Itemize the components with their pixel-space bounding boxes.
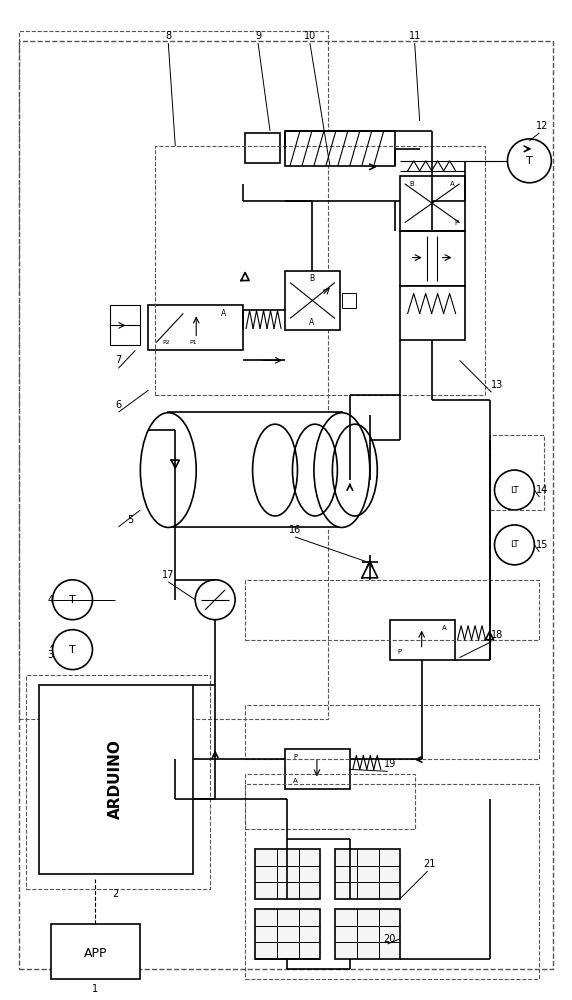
Text: 13: 13 bbox=[491, 380, 503, 390]
Text: 9: 9 bbox=[255, 31, 261, 41]
Bar bbox=[335, 849, 400, 899]
Text: A: A bbox=[293, 778, 297, 784]
Bar bbox=[245, 133, 280, 163]
Text: P: P bbox=[455, 220, 459, 226]
Bar bbox=[168, 412, 342, 527]
Bar bbox=[400, 176, 464, 231]
Text: P: P bbox=[398, 649, 402, 655]
Bar bbox=[255, 849, 320, 899]
Bar bbox=[285, 271, 340, 330]
Text: B: B bbox=[309, 274, 315, 283]
Bar bbox=[110, 305, 140, 345]
Text: 17: 17 bbox=[162, 570, 174, 580]
Bar bbox=[148, 305, 243, 350]
Circle shape bbox=[494, 525, 534, 565]
Bar bbox=[285, 131, 395, 166]
Text: 3: 3 bbox=[47, 650, 54, 660]
Ellipse shape bbox=[314, 413, 370, 527]
Text: A: A bbox=[450, 181, 455, 187]
Text: 4: 4 bbox=[47, 595, 54, 605]
Bar bbox=[255, 909, 320, 959]
Text: 12: 12 bbox=[536, 121, 549, 131]
Bar bbox=[19, 31, 328, 719]
Text: 10: 10 bbox=[304, 31, 316, 41]
Text: 16: 16 bbox=[289, 525, 301, 535]
Bar bbox=[245, 705, 539, 759]
Text: 5: 5 bbox=[127, 515, 133, 525]
Text: T: T bbox=[69, 645, 76, 655]
Bar bbox=[245, 774, 415, 829]
Ellipse shape bbox=[140, 413, 196, 527]
Text: 18: 18 bbox=[491, 630, 503, 640]
Text: P1: P1 bbox=[189, 340, 197, 345]
Bar bbox=[38, 685, 193, 874]
Text: A: A bbox=[442, 625, 447, 631]
Text: 15: 15 bbox=[536, 540, 549, 550]
Bar bbox=[390, 620, 455, 660]
Text: 14: 14 bbox=[537, 485, 549, 495]
Text: 1: 1 bbox=[93, 984, 98, 994]
Text: 6: 6 bbox=[116, 400, 121, 410]
Bar bbox=[285, 749, 350, 789]
Text: T: T bbox=[69, 595, 76, 605]
Bar bbox=[26, 675, 210, 889]
Text: P2: P2 bbox=[162, 340, 170, 345]
Text: A: A bbox=[221, 309, 226, 318]
Text: 21: 21 bbox=[423, 859, 436, 869]
Text: LT: LT bbox=[510, 486, 519, 495]
Text: 2: 2 bbox=[112, 889, 118, 899]
Bar bbox=[400, 286, 464, 340]
Bar bbox=[245, 580, 539, 640]
Circle shape bbox=[195, 580, 235, 620]
Text: B: B bbox=[410, 181, 414, 187]
Bar bbox=[50, 924, 140, 979]
Text: ARDUINO: ARDUINO bbox=[108, 739, 123, 819]
Bar bbox=[342, 293, 356, 308]
Text: 20: 20 bbox=[384, 934, 396, 944]
Text: T: T bbox=[526, 156, 533, 166]
Text: 19: 19 bbox=[384, 759, 396, 769]
Circle shape bbox=[494, 470, 534, 510]
Text: A: A bbox=[309, 318, 315, 327]
Text: P: P bbox=[293, 754, 297, 760]
Polygon shape bbox=[362, 562, 378, 578]
Text: LT: LT bbox=[510, 540, 519, 549]
Text: 8: 8 bbox=[165, 31, 172, 41]
Bar bbox=[490, 435, 545, 510]
Text: 7: 7 bbox=[116, 355, 121, 365]
Bar bbox=[156, 146, 484, 395]
Circle shape bbox=[507, 139, 551, 183]
Text: APP: APP bbox=[84, 947, 107, 960]
Circle shape bbox=[53, 580, 93, 620]
Bar bbox=[400, 231, 464, 286]
Bar bbox=[335, 909, 400, 959]
Bar bbox=[245, 784, 539, 979]
Circle shape bbox=[53, 630, 93, 670]
Text: 11: 11 bbox=[408, 31, 421, 41]
